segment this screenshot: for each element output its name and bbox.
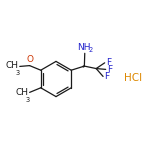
Text: 3: 3 <box>26 97 30 103</box>
Text: 3: 3 <box>16 70 20 76</box>
Text: HCl: HCl <box>124 73 142 83</box>
Text: F: F <box>107 65 112 74</box>
Text: F: F <box>106 58 111 67</box>
Text: CH: CH <box>6 61 19 70</box>
Text: 2: 2 <box>89 47 93 53</box>
Text: F: F <box>104 72 109 81</box>
Text: NH: NH <box>77 43 90 52</box>
Text: CH: CH <box>16 88 29 97</box>
Text: O: O <box>26 55 33 64</box>
